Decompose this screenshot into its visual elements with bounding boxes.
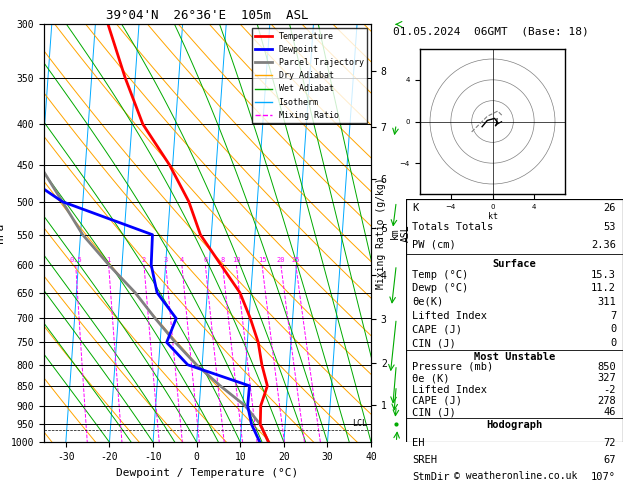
Text: K: K (412, 203, 418, 213)
Text: Lifted Index: Lifted Index (412, 311, 487, 321)
Text: Mixing Ratio (g/kg): Mixing Ratio (g/kg) (376, 177, 386, 289)
Text: PW (cm): PW (cm) (412, 240, 456, 250)
Text: 850: 850 (598, 362, 616, 372)
Text: Totals Totals: Totals Totals (412, 222, 494, 232)
Text: 0.5: 0.5 (69, 257, 82, 263)
Text: CIN (J): CIN (J) (412, 407, 456, 417)
Text: Most Unstable: Most Unstable (474, 352, 555, 363)
Text: 01.05.2024  06GMT  (Base: 18): 01.05.2024 06GMT (Base: 18) (392, 27, 589, 36)
Text: Pressure (mb): Pressure (mb) (412, 362, 494, 372)
Text: 1: 1 (106, 257, 111, 263)
Text: CAPE (J): CAPE (J) (412, 324, 462, 334)
Text: 3: 3 (164, 257, 168, 263)
Text: 53: 53 (604, 222, 616, 232)
Text: 7: 7 (610, 311, 616, 321)
Text: SREH: SREH (412, 455, 437, 466)
Text: StmDir: StmDir (412, 472, 450, 483)
Text: 6: 6 (203, 257, 208, 263)
Text: Dewp (°C): Dewp (°C) (412, 283, 469, 293)
Text: 278: 278 (598, 396, 616, 406)
Text: Hodograph: Hodograph (486, 420, 542, 431)
Text: CIN (J): CIN (J) (412, 338, 456, 348)
Text: 8: 8 (221, 257, 225, 263)
Text: 4: 4 (180, 257, 184, 263)
Y-axis label: hPa: hPa (0, 223, 5, 243)
X-axis label: Dewpoint / Temperature (°C): Dewpoint / Temperature (°C) (116, 468, 299, 478)
Legend: Temperature, Dewpoint, Parcel Trajectory, Dry Adiabat, Wet Adiabat, Isotherm, Mi: Temperature, Dewpoint, Parcel Trajectory… (252, 29, 367, 123)
Text: LCL: LCL (352, 419, 367, 428)
Text: 0: 0 (610, 324, 616, 334)
Text: 15.3: 15.3 (591, 270, 616, 279)
Text: 2.36: 2.36 (591, 240, 616, 250)
Text: 25: 25 (292, 257, 300, 263)
Text: 0: 0 (610, 338, 616, 348)
Text: 67: 67 (604, 455, 616, 466)
Text: 20: 20 (277, 257, 285, 263)
Text: Lifted Index: Lifted Index (412, 384, 487, 395)
Y-axis label: km
ASL: km ASL (389, 225, 411, 242)
Text: -2: -2 (604, 384, 616, 395)
Text: © weatheronline.co.uk: © weatheronline.co.uk (454, 471, 577, 481)
Text: 311: 311 (598, 297, 616, 307)
Text: 2: 2 (142, 257, 146, 263)
Text: 327: 327 (598, 373, 616, 383)
Text: EH: EH (412, 438, 425, 449)
Text: 46: 46 (604, 407, 616, 417)
Text: θe(K): θe(K) (412, 297, 443, 307)
Text: CAPE (J): CAPE (J) (412, 396, 462, 406)
Text: Surface: Surface (493, 259, 536, 269)
Text: 107°: 107° (591, 472, 616, 483)
Text: θe (K): θe (K) (412, 373, 450, 383)
Title: 39°04'N  26°36'E  105m  ASL: 39°04'N 26°36'E 105m ASL (106, 9, 309, 22)
Text: 10: 10 (232, 257, 240, 263)
Text: 26: 26 (604, 203, 616, 213)
X-axis label: kt: kt (487, 211, 498, 221)
Text: 11.2: 11.2 (591, 283, 616, 293)
Text: 15: 15 (258, 257, 266, 263)
Text: 72: 72 (604, 438, 616, 449)
Text: Temp (°C): Temp (°C) (412, 270, 469, 279)
